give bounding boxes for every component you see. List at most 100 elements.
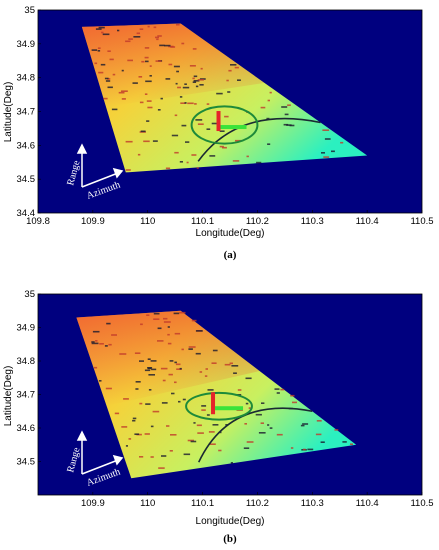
speckle: [290, 447, 294, 449]
target-ellipse: [185, 391, 253, 421]
speckle: [135, 381, 141, 383]
speckle: [165, 167, 171, 170]
speckle: [111, 334, 117, 336]
speckle: [146, 100, 152, 102]
speckle: [101, 31, 104, 34]
speckle: [189, 65, 196, 67]
speckle: [287, 104, 291, 106]
speckle: [231, 365, 239, 367]
speckle: [224, 115, 229, 118]
speckle: [188, 348, 193, 350]
speckle: [94, 366, 98, 369]
speckle: [164, 44, 171, 47]
speckle: [266, 117, 270, 120]
speckle: [160, 97, 163, 100]
speckle: [95, 340, 98, 342]
speckle: [162, 379, 166, 382]
speckle: [201, 405, 207, 407]
speckle: [149, 65, 152, 67]
speckle: [106, 322, 111, 325]
panel-a-chart: Range Azimuth 109.8 109.9 110 110.1 110.2 110…: [3, 5, 434, 261]
speckle: [148, 389, 152, 391]
speckle: [147, 367, 153, 369]
direction-arrows: [76, 430, 124, 475]
speckle: [98, 380, 102, 382]
x-tick-label: 110: [140, 498, 155, 509]
speckle: [136, 32, 140, 35]
speckle: [155, 36, 159, 39]
speckle: [144, 433, 150, 435]
speckle: [179, 161, 183, 163]
speckle: [166, 425, 170, 427]
speckle: [165, 78, 171, 80]
speckle: [146, 314, 150, 316]
swath-texture: [91, 311, 353, 469]
speckle: [133, 36, 141, 38]
speckle: [170, 434, 177, 436]
x-tick-label: 110: [140, 216, 155, 227]
speckle: [237, 79, 241, 81]
speckle: [206, 414, 210, 416]
speckle: [261, 402, 265, 404]
speckle: [246, 441, 254, 443]
speckle: [237, 389, 242, 391]
speckle: [230, 64, 237, 66]
speckle: [125, 445, 128, 447]
speckle: [167, 333, 170, 336]
y-ticks: 34.5 34.6 34.7 34.8 34.9 35: [17, 289, 41, 468]
speckle: [169, 450, 173, 452]
speckle: [107, 78, 111, 80]
x-tick-label: 110.1: [191, 498, 214, 509]
target-green-marker: [220, 125, 247, 130]
speckle: [227, 91, 231, 93]
speckle: [219, 145, 224, 148]
speckle: [206, 103, 210, 105]
speckle: [128, 438, 132, 440]
speckle: [267, 143, 271, 145]
speckle: [255, 413, 262, 416]
speckle: [174, 114, 178, 117]
y-axis-label: Latitude(Deg): [3, 82, 14, 143]
speckle: [197, 123, 204, 125]
speckle: [185, 141, 190, 143]
y-tick-label: 34.6: [17, 140, 36, 151]
speckle: [281, 106, 288, 108]
speckle: [176, 23, 180, 26]
speckle: [102, 33, 110, 36]
speckle: [208, 443, 216, 445]
speckle: [303, 448, 306, 451]
y-axis-label: Latitude(Deg): [3, 366, 14, 427]
speckle: [140, 130, 146, 133]
speckle: [183, 453, 191, 456]
speckle: [302, 423, 309, 425]
speckle: [193, 75, 198, 78]
speckle: [104, 77, 109, 80]
speckle: [175, 363, 181, 366]
x-axis-label: Longitude(Deg): [196, 228, 265, 239]
speckle: [157, 35, 162, 37]
speckle: [350, 443, 353, 445]
speckle: [269, 427, 273, 429]
y-ticks: 34.4 34.5 34.6 34.7 34.8 34.9 35: [17, 5, 41, 219]
speckle: [174, 332, 181, 335]
speckle: [225, 424, 228, 426]
speckle: [111, 108, 118, 111]
speckle: [132, 417, 137, 420]
speckle: [182, 86, 190, 89]
speckle: [91, 341, 95, 343]
speckle: [173, 65, 180, 68]
speckle: [157, 340, 164, 342]
speckle: [97, 47, 101, 49]
speckle: [99, 343, 104, 345]
speckle: [176, 368, 182, 370]
speckle: [139, 28, 144, 30]
speckle: [117, 29, 120, 32]
speckle: [232, 160, 240, 162]
speckle: [148, 374, 155, 376]
speckle: [159, 44, 165, 47]
speckle: [144, 369, 151, 372]
speckle: [178, 400, 181, 403]
speckle: [139, 456, 144, 458]
speckle: [205, 368, 208, 370]
speckle: [267, 424, 270, 426]
